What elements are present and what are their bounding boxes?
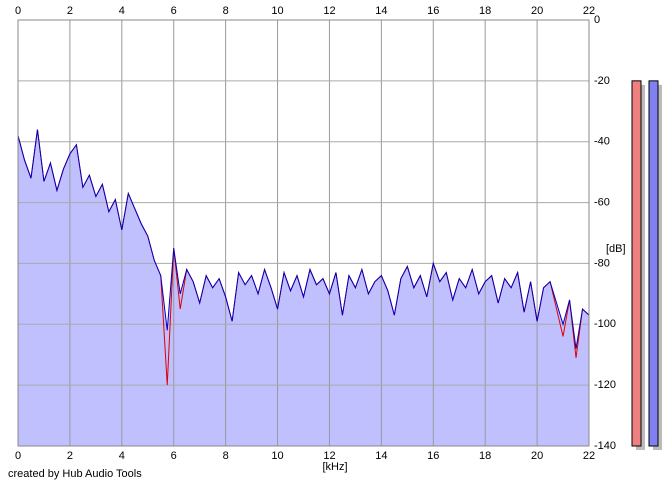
spectrum-line (17, 129, 590, 349)
y-tick-label: -60 (594, 196, 610, 208)
y-tick-label: -80 (594, 257, 610, 269)
x-tick-label: 14 (375, 450, 387, 462)
x-tick-label: 22 (583, 450, 595, 462)
x-tick-label: 8 (223, 450, 229, 462)
x-tick-label: 10 (271, 5, 283, 17)
meter (648, 80, 659, 447)
y-axis-label: [dB] (606, 243, 626, 255)
y-tick-label: -40 (594, 136, 610, 148)
x-tick-label: 12 (323, 5, 335, 17)
x-tick-label: 8 (223, 5, 229, 17)
x-tick-label: 16 (427, 5, 439, 17)
x-tick-label: 18 (479, 5, 491, 17)
x-tick-label: 22 (583, 5, 595, 17)
x-tick-label: 4 (119, 450, 125, 462)
footer: created by Hub Audio Tools (8, 468, 142, 480)
x-tick-label: 14 (375, 5, 387, 17)
x-tick-label: 12 (323, 450, 335, 462)
x-tick-label: 20 (531, 450, 543, 462)
y-tick-label: -100 (594, 318, 616, 330)
y-tick-label: 0 (594, 14, 600, 26)
x-tick-label: 20 (531, 5, 543, 17)
x-tick-label: 18 (479, 450, 491, 462)
y-tick-label: -140 (594, 440, 616, 452)
plot-border (17, 19, 590, 447)
y-tick-label: -120 (594, 379, 616, 391)
x-axis-label: [kHz] (322, 461, 347, 473)
x-tick-label: 2 (67, 450, 73, 462)
x-tick-label: 0 (15, 450, 21, 462)
x-tick-label: 6 (171, 450, 177, 462)
spectrum-fill (18, 129, 589, 447)
y-tick-label: -20 (594, 75, 610, 87)
x-tick-label: 16 (427, 450, 439, 462)
x-tick-label: 0 (15, 5, 21, 17)
meter (631, 80, 642, 447)
x-tick-label: 2 (67, 5, 73, 17)
x-tick-label: 10 (271, 450, 283, 462)
x-tick-label: 4 (119, 5, 125, 17)
x-tick-label: 6 (171, 5, 177, 17)
